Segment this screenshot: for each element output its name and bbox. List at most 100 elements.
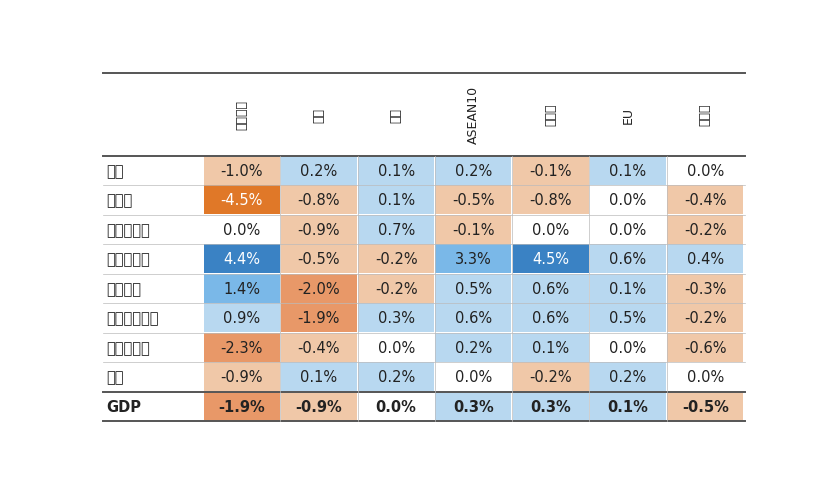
Text: 3.3%: 3.3%	[455, 252, 491, 267]
Text: インド: インド	[543, 103, 557, 126]
Text: -0.8%: -0.8%	[528, 193, 571, 208]
Text: 0.2%: 0.2%	[454, 163, 491, 179]
Text: -0.5%: -0.5%	[681, 399, 728, 414]
Text: 0.0%: 0.0%	[532, 223, 569, 237]
Bar	[358, 363, 433, 391]
Text: -0.3%: -0.3%	[683, 281, 725, 296]
Text: 0.1%: 0.1%	[377, 193, 414, 208]
Text: -1.9%: -1.9%	[218, 399, 265, 414]
Bar	[435, 216, 511, 244]
Text: 0.6%: 0.6%	[532, 281, 569, 296]
Text: -0.1%: -0.1%	[528, 163, 571, 179]
Bar	[590, 245, 665, 274]
Bar	[358, 216, 433, 244]
Text: -0.2%: -0.2%	[683, 311, 726, 325]
Bar	[203, 304, 280, 332]
Bar	[512, 363, 588, 391]
Bar	[203, 274, 280, 303]
Text: 0.0%: 0.0%	[686, 163, 723, 179]
Text: -0.9%: -0.9%	[297, 223, 340, 237]
Text: -2.0%: -2.0%	[297, 281, 340, 296]
Text: 自動車: 自動車	[107, 193, 133, 208]
Text: 0.1%: 0.1%	[532, 340, 569, 355]
Text: -0.2%: -0.2%	[528, 369, 571, 385]
Bar	[435, 333, 511, 362]
Text: 0.2%: 0.2%	[454, 340, 491, 355]
Bar	[590, 157, 665, 185]
Bar	[590, 363, 665, 391]
Bar	[280, 333, 356, 362]
Text: 0.1%: 0.1%	[300, 369, 337, 385]
Bar	[435, 392, 511, 421]
Bar	[280, 274, 356, 303]
Text: 0.1%: 0.1%	[609, 281, 646, 296]
Text: 0.0%: 0.0%	[375, 399, 416, 414]
Text: 新興国: 新興国	[698, 103, 711, 126]
Text: -0.8%: -0.8%	[297, 193, 340, 208]
Bar	[435, 274, 511, 303]
Bar	[358, 245, 433, 274]
Bar	[667, 274, 743, 303]
Bar	[203, 333, 280, 362]
Bar	[512, 333, 588, 362]
Text: 0.9%: 0.9%	[222, 311, 260, 325]
Text: -0.4%: -0.4%	[297, 340, 340, 355]
Text: 0.6%: 0.6%	[454, 311, 491, 325]
Bar	[280, 363, 356, 391]
Text: 0.1%: 0.1%	[607, 399, 648, 414]
Text: -0.2%: -0.2%	[375, 281, 417, 296]
Bar	[358, 304, 433, 332]
Bar	[590, 304, 665, 332]
Text: -2.3%: -2.3%	[220, 340, 262, 355]
Text: 4.5%: 4.5%	[532, 252, 568, 267]
Text: 0.0%: 0.0%	[609, 193, 646, 208]
Text: 0.2%: 0.2%	[300, 163, 337, 179]
Text: 繊維・衣料: 繊維・衣料	[107, 252, 151, 267]
Text: 0.5%: 0.5%	[609, 311, 646, 325]
Bar	[280, 392, 356, 421]
Bar	[667, 333, 743, 362]
Text: 0.2%: 0.2%	[377, 369, 414, 385]
Text: サービス業: サービス業	[107, 340, 151, 355]
Bar	[435, 245, 511, 274]
Bar	[280, 186, 356, 215]
Text: -0.1%: -0.1%	[452, 223, 494, 237]
Text: -1.9%: -1.9%	[298, 311, 340, 325]
Text: -0.6%: -0.6%	[683, 340, 725, 355]
Text: 農業: 農業	[107, 163, 124, 179]
Bar	[512, 245, 588, 274]
Text: 0.5%: 0.5%	[454, 281, 491, 296]
Text: 0.6%: 0.6%	[532, 311, 569, 325]
Bar	[280, 216, 356, 244]
Text: その他製造業: その他製造業	[107, 311, 159, 325]
Text: 0.0%: 0.0%	[686, 369, 723, 385]
Bar	[203, 157, 280, 185]
Text: 0.3%: 0.3%	[452, 399, 493, 414]
Text: -1.0%: -1.0%	[220, 163, 262, 179]
Text: 1.4%: 1.4%	[222, 281, 260, 296]
Text: -4.5%: -4.5%	[220, 193, 262, 208]
Text: ASEAN10: ASEAN10	[466, 86, 480, 144]
Bar	[280, 245, 356, 274]
Text: 0.7%: 0.7%	[377, 223, 414, 237]
Bar	[667, 304, 743, 332]
Bar	[203, 186, 280, 215]
Text: 4.4%: 4.4%	[222, 252, 260, 267]
Bar	[435, 304, 511, 332]
Bar	[667, 245, 743, 274]
Text: 中国: 中国	[312, 107, 325, 122]
Text: 0.0%: 0.0%	[609, 340, 646, 355]
Text: 0.4%: 0.4%	[686, 252, 723, 267]
Text: -0.5%: -0.5%	[452, 193, 494, 208]
Bar	[512, 274, 588, 303]
Text: 電子・電機: 電子・電機	[107, 223, 151, 237]
Bar	[203, 392, 280, 421]
Bar	[512, 392, 588, 421]
Bar	[203, 245, 280, 274]
Bar	[512, 304, 588, 332]
Text: -0.9%: -0.9%	[220, 369, 262, 385]
Bar	[358, 274, 433, 303]
Bar	[590, 392, 665, 421]
Bar	[667, 186, 743, 215]
Text: 0.2%: 0.2%	[609, 369, 646, 385]
